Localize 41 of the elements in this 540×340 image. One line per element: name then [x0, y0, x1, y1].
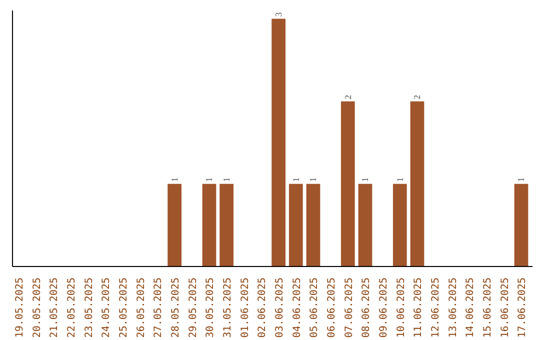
data-label: 3 — [274, 12, 284, 17]
x-tick-label: 20.05.2025 — [32, 277, 43, 338]
x-tick-label: 29.05.2025 — [188, 277, 199, 338]
data-label: 1 — [204, 177, 214, 182]
x-tick-label: 30.05.2025 — [205, 277, 216, 338]
x-tick-label: 25.05.2025 — [118, 277, 130, 338]
x-tick-label: 15.06.2025 — [482, 277, 494, 338]
x-tick-label: 19.05.2025 — [14, 277, 26, 338]
x-tick-label: 17.06.2025 — [517, 277, 528, 338]
data-label: 2 — [342, 94, 353, 100]
x-tick-label: 05.06.2025 — [309, 277, 320, 338]
x-tick-label: 11.06.2025 — [413, 277, 424, 338]
x-tick-label: 10.06.2025 — [396, 277, 407, 338]
x-tick-label: 23.05.2025 — [84, 277, 95, 338]
x-tick-label: 21.05.2025 — [49, 277, 60, 338]
data-label: 2 — [412, 94, 422, 100]
data-label: 1 — [394, 177, 405, 182]
data-label: 1 — [516, 177, 526, 182]
x-tick-label: 13.06.2025 — [448, 277, 459, 338]
x-tick-label: 06.06.2025 — [326, 277, 338, 338]
x-tick-label: 09.06.2025 — [378, 277, 390, 338]
x-tick-label: 16.06.2025 — [500, 277, 511, 338]
x-tick-label: 24.05.2025 — [101, 277, 112, 338]
x-tick-label: 22.05.2025 — [66, 277, 78, 338]
data-label: 1 — [308, 177, 318, 182]
data-label: 1 — [290, 177, 301, 182]
x-tick-label: 04.06.2025 — [292, 277, 303, 338]
x-tick-label: 08.06.2025 — [361, 277, 372, 338]
x-tick-label: 12.06.2025 — [430, 277, 442, 338]
data-label: 1 — [222, 177, 232, 182]
x-tick-label: 27.05.2025 — [153, 277, 164, 338]
x-tick-label: 14.06.2025 — [465, 277, 476, 338]
data-label: 1 — [170, 177, 180, 182]
x-tick-label: 02.06.2025 — [257, 277, 268, 338]
x-tick-label: 03.06.2025 — [274, 277, 286, 338]
data-label: 1 — [360, 177, 370, 182]
x-tick-label: 26.05.2025 — [136, 277, 147, 338]
x-tick-label: 28.05.2025 — [170, 277, 182, 338]
x-tick-label: 01.06.2025 — [240, 277, 251, 338]
x-tick-label: 31.05.2025 — [222, 277, 234, 338]
x-tick-label: 07.06.2025 — [344, 277, 355, 338]
